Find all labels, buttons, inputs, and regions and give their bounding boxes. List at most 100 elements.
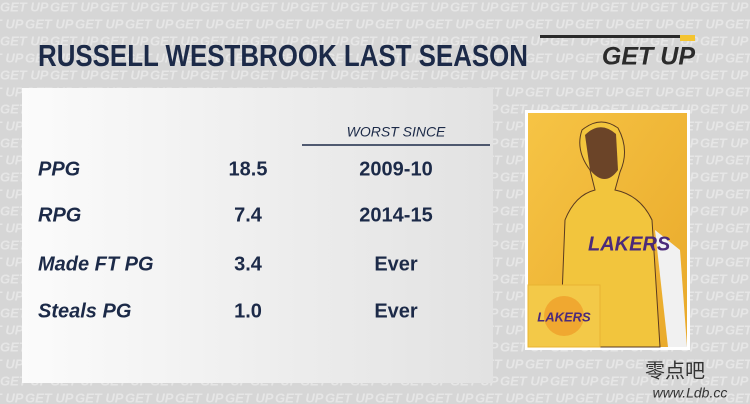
pattern-text: GET UP [700,339,749,354]
pattern-text: GET UP [0,84,24,99]
pattern-text: GET UP [350,33,399,48]
pattern-text: GET UP [725,220,750,235]
pattern-text: GET UP [275,16,324,31]
pattern-text: GET UP [550,373,599,388]
pattern-text: GET UP [225,390,274,404]
pattern-text: GET UP [525,390,574,404]
pattern-text: GET UP [600,373,649,388]
pattern-text: GET UP [375,16,424,31]
cell: Ever [374,300,418,322]
pattern-text: GET UP [625,356,674,371]
pattern-text: GET UP [725,186,750,201]
pattern-text: GET UP [475,16,524,31]
pattern-text: GET UP [500,0,549,14]
pattern-text: GET UP [625,390,674,404]
pattern-text: GET UP [250,67,299,82]
pattern-text: GET UP [650,373,699,388]
pattern-text: GET UP [400,67,449,82]
pattern-text: GET UP [75,16,124,31]
pattern-text: GET UP [200,67,249,82]
pattern-text: GET UP [0,356,24,371]
pattern-text: GET UP [525,356,574,371]
pattern-text: GET UP [25,16,74,31]
pattern-text: GET UP [0,33,49,48]
pattern-text: GET UP [725,118,750,133]
pattern-text: GET UP [50,0,99,14]
jersey-text: LAKERS [588,233,671,255]
pattern-text: GET UP [650,67,699,82]
cell: 1.0 [234,300,262,322]
pattern-text: GET UP [700,237,749,252]
pattern-text: GET UP [0,390,24,404]
pattern-text: GET UP [475,390,524,404]
pattern-text: GET UP [500,67,549,82]
pattern-text: GET UP [0,220,24,235]
pattern-text: GET UP [0,288,24,303]
pattern-text: GET UP [300,67,349,82]
pattern-text: GET UP [0,67,49,82]
pattern-text: GET UP [50,33,99,48]
pattern-text: GET UP [525,84,574,99]
pattern-text: GET UP [25,390,74,404]
pattern-text: GET UP [600,67,649,82]
pattern-text: GET UP [550,0,599,14]
pattern-text: GET UP [225,50,274,65]
pattern-text: GET UP [100,0,149,14]
row-label: PPG [38,158,80,180]
logo: GET UP [602,43,695,71]
team-logo-ball [544,296,584,336]
pattern-text: GET UP [100,33,149,48]
pattern-text: GET UP [700,305,749,320]
pattern-text: GET UP [25,50,74,65]
pattern-text: GET UP [400,0,449,14]
logo-rule [540,35,695,38]
pattern-text: GET UP [675,16,724,31]
player-head [585,127,618,179]
row-label: Steals PG [38,300,131,322]
pattern-text: GET UP [200,0,249,14]
pattern-text: GET UP [650,0,699,14]
pattern-text: GET UP [375,390,424,404]
pattern-text: GET UP [575,16,624,31]
pattern-text: GET UP [425,50,474,65]
pattern-text: GET UP [675,50,724,65]
row-label: Made FT PG [38,253,154,275]
pattern-text: GET UP [625,16,674,31]
pattern-text: GET UP [325,16,374,31]
pattern-text: GET UP [250,0,299,14]
pattern-text: GET UP [425,16,474,31]
pattern-text: GET UP [550,67,599,82]
pattern-text: GET UP [150,0,199,14]
pattern-text: GET UP [625,84,674,99]
pattern-text: GET UP [600,0,649,14]
sleeve [655,230,687,347]
logo-accent [680,35,695,41]
pattern-text: GET UP [575,84,624,99]
table: PPG 18.5 2009-10 RPG 7.4 2014-15 Made FT PG 3.4… [38,158,433,322]
pattern-text: GET UP [0,254,24,269]
pattern-text: GET UP [700,169,749,184]
pattern-text: GET UP [575,50,624,65]
pattern-text: GET UP [675,84,724,99]
pattern-text: GET UP [425,390,474,404]
pattern-text: GET UP [675,390,724,404]
pattern-text: GET UP [300,0,349,14]
pattern-text: GET UP [525,16,574,31]
pattern-text: GET UP [125,16,174,31]
pattern-text: GET UP [450,0,499,14]
pattern-text: GET UP [575,356,624,371]
pattern-text: GET UP [175,16,224,31]
pattern-text: GET UP [700,67,749,82]
watermark: www.Ldb.cc [653,385,728,401]
row-label: RPG [38,204,81,226]
pattern-text: GET UP [675,356,724,371]
pattern-text: GET UP [725,356,750,371]
pattern-text: GET UP [725,254,750,269]
pattern-text: GET UP [625,50,674,65]
pattern-text: GET UP [125,390,174,404]
pattern-text: GET UP [150,67,199,82]
pattern-text: GET UP [725,16,750,31]
pattern-text: GET UP [100,67,149,82]
watermark: 零点吧 [645,359,705,382]
